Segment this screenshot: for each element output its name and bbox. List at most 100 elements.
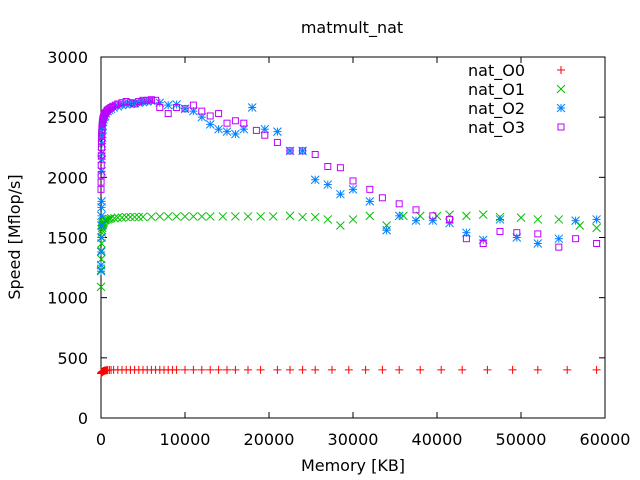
data-point	[411, 216, 421, 226]
legend-label: nat_O2	[468, 99, 525, 119]
data-point	[437, 365, 446, 374]
data-point	[163, 212, 173, 221]
data-point	[107, 104, 115, 112]
data-point	[395, 200, 403, 208]
data-point	[394, 211, 404, 221]
data-point	[348, 215, 358, 224]
data-point	[378, 194, 386, 202]
data-point	[106, 213, 116, 223]
x-tick-label: 40000	[412, 430, 463, 449]
data-point	[96, 260, 106, 270]
data-point	[181, 105, 189, 113]
chart-title: matmult_nat	[301, 18, 403, 38]
data-point	[348, 185, 358, 194]
data-point	[97, 171, 105, 179]
legend-marker	[556, 84, 566, 94]
data-point	[180, 212, 190, 221]
data-point	[223, 119, 231, 127]
x-tick-label: 60000	[580, 430, 631, 449]
data-point	[131, 100, 139, 108]
data-point	[478, 210, 488, 219]
data-point	[126, 212, 135, 222]
data-point	[256, 212, 265, 221]
data-point	[592, 365, 601, 374]
data-point	[328, 365, 336, 374]
data-point	[96, 247, 106, 257]
data-point	[214, 365, 223, 374]
data-point	[336, 221, 345, 230]
data-point	[189, 101, 197, 109]
data-point	[429, 212, 437, 220]
data-point	[533, 215, 543, 224]
x-axis: 0 10000 20000 30000 40000 50000 60000	[96, 57, 631, 449]
data-point	[97, 178, 105, 186]
data-point	[206, 112, 214, 120]
data-point	[572, 235, 580, 243]
data-point	[247, 103, 257, 112]
data-point	[173, 104, 181, 112]
data-point	[240, 119, 248, 127]
legend-marker	[556, 103, 566, 113]
legend-marker	[557, 123, 565, 131]
data-point	[223, 365, 231, 374]
data-point	[152, 96, 160, 104]
data-point	[495, 215, 505, 224]
series-nat_O2	[96, 96, 601, 276]
data-point	[273, 127, 282, 136]
data-point	[143, 96, 151, 104]
data-point	[563, 365, 572, 374]
data-point	[118, 99, 126, 107]
data-point	[117, 213, 127, 222]
data-point	[135, 98, 143, 106]
data-point	[189, 365, 198, 374]
y-tick-label: 0	[78, 409, 88, 428]
data-point	[479, 240, 487, 248]
data-point	[101, 215, 111, 224]
legend-label: nat_O3	[468, 118, 525, 138]
data-point	[593, 240, 601, 248]
data-point	[197, 365, 206, 374]
data-point	[533, 239, 543, 248]
data-point	[205, 120, 215, 129]
data-point	[462, 235, 470, 243]
data-point	[516, 213, 526, 222]
data-point	[361, 365, 370, 374]
data-point	[244, 365, 252, 374]
data-point	[483, 365, 492, 374]
y-tick-label: 3000	[47, 48, 88, 67]
data-point	[324, 163, 332, 171]
data-point	[172, 212, 181, 221]
data-point	[311, 365, 320, 374]
data-point	[416, 365, 425, 374]
data-point	[97, 211, 106, 221]
data-point	[147, 96, 155, 104]
data-point	[412, 206, 420, 214]
data-point	[513, 229, 521, 237]
data-point	[365, 211, 375, 221]
y-tick-label: 2500	[47, 108, 88, 127]
data-point	[222, 127, 232, 136]
x-axis-label: Memory [KB]	[301, 456, 405, 475]
data-point	[310, 175, 320, 185]
x-tick-label: 10000	[160, 430, 211, 449]
data-point	[243, 212, 253, 221]
data-point	[554, 215, 564, 224]
series-nat_O0	[97, 365, 601, 378]
data-point	[197, 212, 207, 221]
data-point	[349, 177, 357, 185]
data-point	[256, 365, 265, 374]
data-point	[231, 129, 240, 139]
data-point	[231, 117, 239, 125]
data-point	[206, 365, 215, 374]
data-point	[198, 107, 206, 115]
data-point	[172, 365, 181, 374]
data-point	[554, 234, 564, 244]
data-point	[231, 365, 240, 374]
data-point	[399, 211, 408, 221]
legend-marker	[557, 66, 565, 74]
data-point	[97, 185, 105, 193]
data-point	[299, 147, 307, 155]
data-point	[336, 189, 345, 199]
data-point	[310, 212, 320, 222]
